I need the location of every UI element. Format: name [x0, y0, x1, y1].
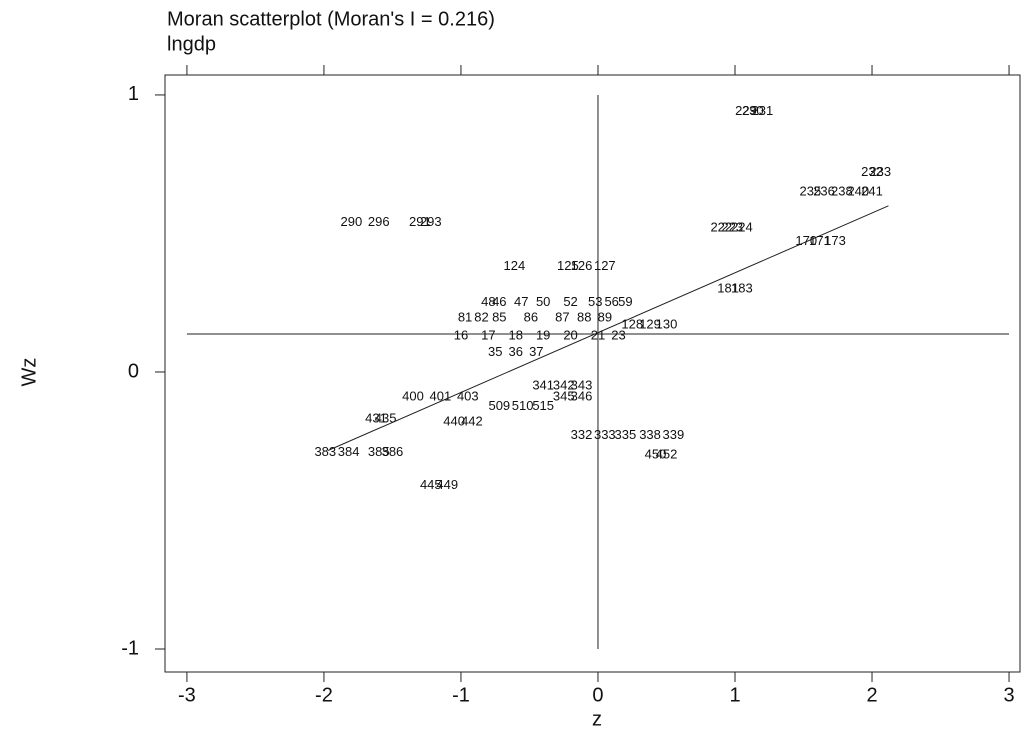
point-label: 125: [557, 258, 579, 273]
point-label: 85: [492, 309, 506, 324]
point-label: 129: [639, 316, 661, 331]
point-label: 230: [742, 103, 764, 118]
point-label: 445: [420, 477, 442, 492]
point-label: 53: [588, 294, 602, 309]
point-label: 223: [721, 219, 743, 234]
point-label: 56: [604, 294, 618, 309]
point-label: 240: [847, 183, 869, 198]
point-label: 18: [509, 327, 523, 342]
point-label: 510: [512, 398, 534, 413]
point-label: 130: [656, 316, 678, 331]
point-label: 173: [824, 233, 846, 248]
point-label: 229: [735, 103, 757, 118]
point-label: 171: [809, 233, 831, 248]
point-label: 37: [529, 344, 543, 359]
point-label: 183: [731, 280, 753, 295]
y-axis-label: Wz: [18, 358, 40, 387]
point-label: 23: [611, 327, 625, 342]
point-label: 401: [430, 388, 452, 403]
point-label: 335: [615, 427, 637, 442]
point-label: 291: [409, 214, 431, 229]
fit-line: [327, 205, 889, 451]
point-label: 296: [368, 214, 390, 229]
y-tick-label: -1: [121, 637, 139, 659]
point-label: 16: [454, 327, 468, 342]
point-label: 19: [536, 327, 550, 342]
point-label: 127: [594, 258, 616, 273]
x-tick-label: 1: [729, 684, 740, 706]
point-label: 342: [553, 377, 575, 392]
point-label: 332: [571, 427, 593, 442]
x-tick-label: 2: [866, 684, 877, 706]
plot-frame: [164, 74, 1021, 673]
point-label: 52: [563, 294, 577, 309]
x-axis-label: z: [592, 708, 602, 729]
point-label: 341: [532, 377, 554, 392]
point-label: 50: [536, 294, 550, 309]
point-label: 236: [813, 183, 835, 198]
point-label: 36: [509, 344, 523, 359]
point-label: 290: [340, 214, 362, 229]
point-label: 346: [571, 388, 593, 403]
point-label: 87: [555, 309, 569, 324]
point-label: 403: [457, 388, 479, 403]
x-tick-label: -1: [452, 684, 470, 706]
point-label: 17: [481, 327, 495, 342]
point-label: 384: [338, 444, 360, 459]
point-label: 46: [492, 294, 506, 309]
y-tick-label: 0: [128, 360, 139, 382]
point-label: 386: [382, 444, 404, 459]
point-label: 241: [861, 183, 883, 198]
point-label: 20: [563, 327, 577, 342]
point-label: 81: [458, 309, 472, 324]
point-label: 442: [461, 413, 483, 428]
point-label: 235: [800, 183, 822, 198]
point-label: 233: [869, 164, 891, 179]
point-label: 170: [795, 233, 817, 248]
y-tick-label: 1: [128, 83, 139, 105]
point-label: 126: [571, 258, 593, 273]
point-label: 238: [831, 183, 853, 198]
point-label: 509: [488, 398, 510, 413]
point-label: 48: [481, 294, 495, 309]
point-label: 231: [752, 103, 774, 118]
point-label: 89: [598, 309, 612, 324]
point-label: 515: [532, 398, 554, 413]
point-label: 400: [402, 388, 424, 403]
point-label: 88: [577, 309, 591, 324]
point-label: 35: [488, 344, 502, 359]
point-label: 86: [524, 309, 538, 324]
point-label: 333: [594, 427, 616, 442]
chart-title: Moran scatterplot (Moran's I = 0.216): [167, 8, 495, 30]
point-label: 82: [474, 309, 488, 324]
point-label: 293: [420, 214, 442, 229]
point-label: 431: [365, 411, 387, 426]
point-label: 47: [514, 294, 528, 309]
point-label: 59: [618, 294, 632, 309]
x-tick-label: 0: [592, 684, 603, 706]
chart-subtitle: lngdp: [167, 33, 216, 55]
x-tick-label: 3: [1003, 684, 1014, 706]
point-label: 338: [639, 427, 661, 442]
point-label: 128: [621, 316, 643, 331]
point-label: 440: [443, 413, 465, 428]
point-label: 339: [662, 427, 684, 442]
point-label: 21: [591, 327, 605, 342]
point-label: 385: [368, 444, 390, 459]
x-tick-label: -3: [178, 684, 196, 706]
x-tick-label: -2: [315, 684, 333, 706]
point-label: 124: [504, 258, 526, 273]
point-label: 181: [717, 280, 739, 295]
point-label: 343: [571, 377, 593, 392]
point-label: 383: [314, 444, 336, 459]
point-label: 224: [731, 219, 753, 234]
point-label: 345: [553, 388, 575, 403]
point-label: 452: [656, 447, 678, 462]
point-label: 449: [436, 477, 458, 492]
point-label: 450: [645, 447, 667, 462]
point-label: 435: [375, 411, 397, 426]
point-label: 222: [710, 219, 732, 234]
point-label: 232: [861, 164, 883, 179]
